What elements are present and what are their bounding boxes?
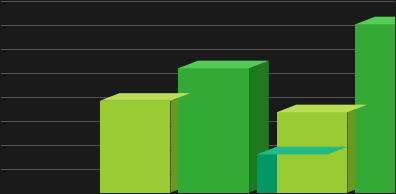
Polygon shape	[347, 105, 367, 193]
Polygon shape	[100, 93, 190, 101]
Polygon shape	[355, 24, 396, 193]
Polygon shape	[178, 61, 269, 68]
Polygon shape	[257, 154, 328, 193]
Polygon shape	[355, 17, 396, 24]
Polygon shape	[170, 93, 190, 193]
Polygon shape	[328, 147, 347, 193]
Polygon shape	[277, 112, 347, 193]
Polygon shape	[178, 68, 249, 193]
Polygon shape	[249, 61, 269, 193]
Polygon shape	[257, 147, 347, 154]
Polygon shape	[100, 101, 170, 193]
Polygon shape	[277, 105, 367, 112]
